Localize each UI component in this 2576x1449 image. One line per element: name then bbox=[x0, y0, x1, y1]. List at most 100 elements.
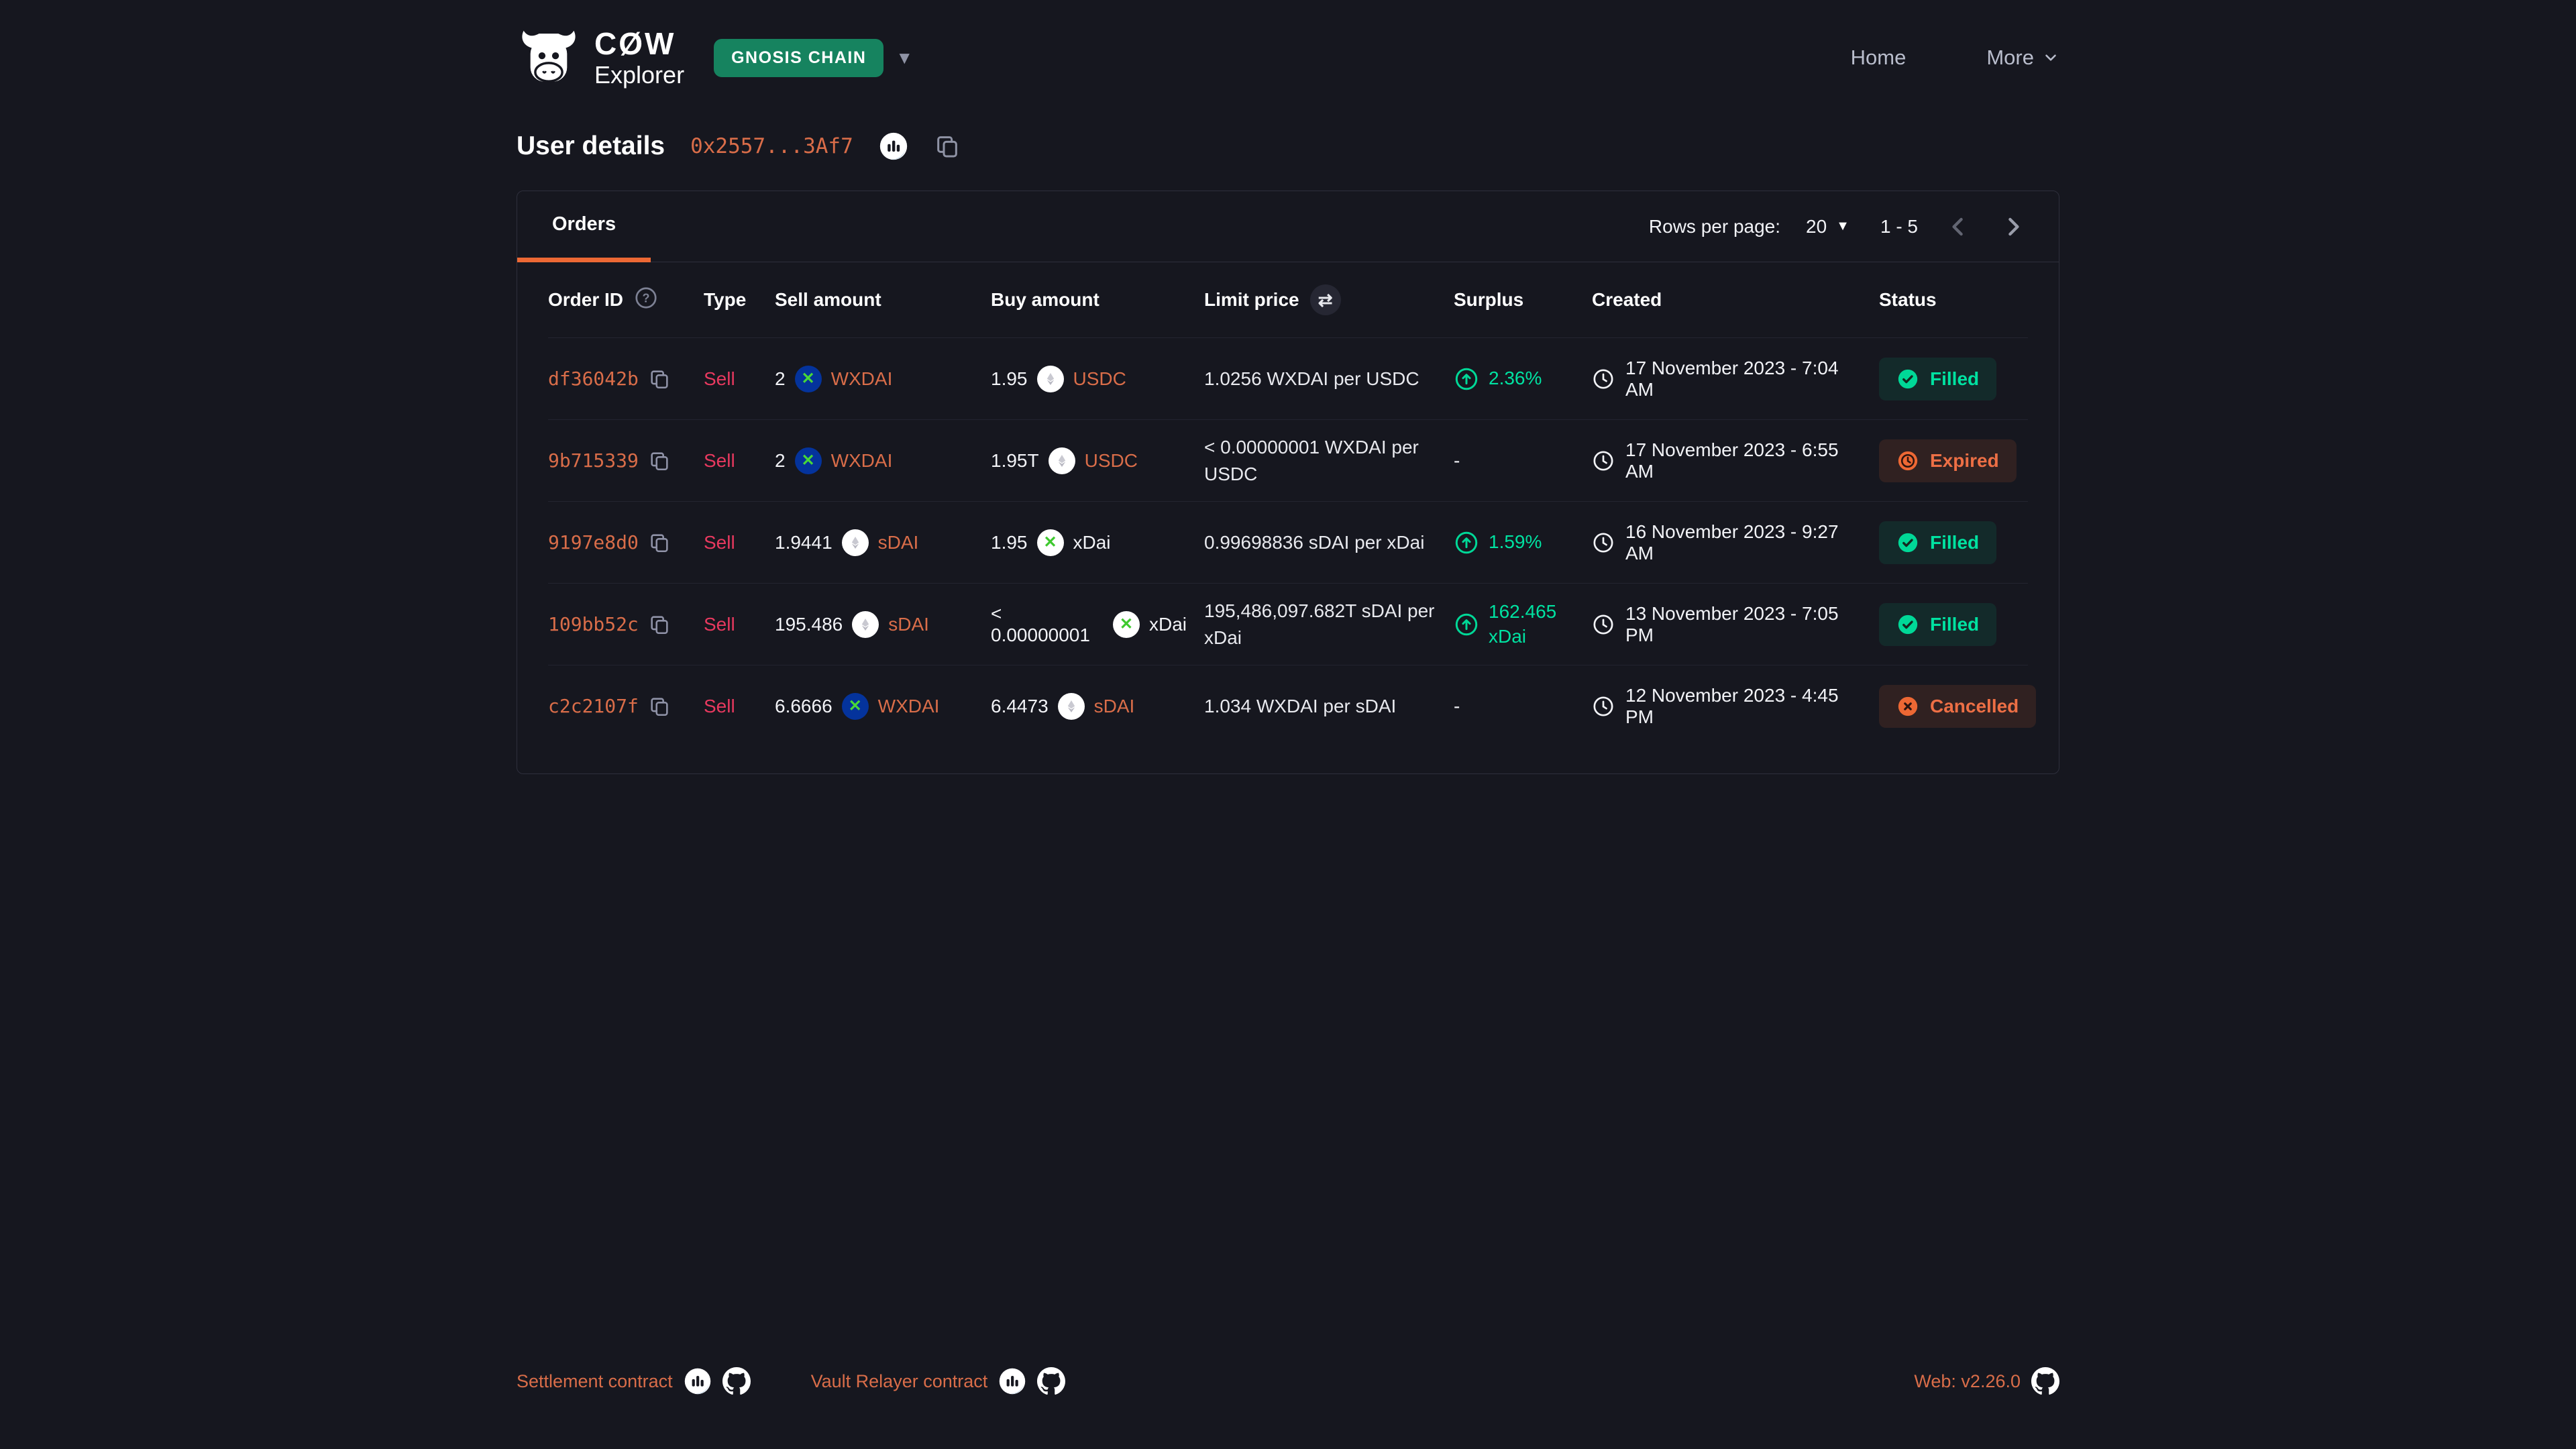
order-id-link[interactable]: df36042b bbox=[548, 368, 639, 390]
rows-per-page-label: Rows per page: bbox=[1648, 215, 1781, 237]
buy-token-symbol[interactable]: sDAI bbox=[1093, 695, 1135, 716]
chevron-down-icon bbox=[2045, 54, 2056, 61]
blockscout-icon[interactable] bbox=[684, 1367, 712, 1395]
cow-head-icon bbox=[522, 30, 576, 83]
network-selector-label: GNOSIS CHAIN bbox=[714, 38, 884, 77]
web-version-label[interactable]: Web: v2.26.0 bbox=[1914, 1371, 2021, 1391]
nav-home-link[interactable]: Home bbox=[1851, 46, 1907, 70]
order-type-cell: Sell bbox=[704, 696, 775, 717]
nav-more-menu[interactable]: More bbox=[1986, 46, 2059, 70]
blockscout-explorer-link[interactable] bbox=[879, 131, 908, 161]
surplus-empty: - bbox=[1454, 449, 1460, 471]
copy-order-id-button[interactable] bbox=[648, 531, 671, 554]
status-cell: Filled bbox=[1879, 357, 2028, 400]
buy-amount-cell: 1.95 USDC bbox=[991, 365, 1204, 392]
order-type: Sell bbox=[704, 695, 735, 716]
settlement-contract-label[interactable]: Settlement contract bbox=[517, 1371, 673, 1391]
limit-price-cell: < 0.00000001 WXDAI per USDC bbox=[1204, 434, 1454, 486]
next-page-button[interactable] bbox=[1998, 212, 2028, 241]
user-address[interactable]: 0x2557...3Af7 bbox=[690, 134, 853, 158]
copy-order-id-button[interactable] bbox=[648, 368, 671, 390]
buy-token-symbol[interactable]: USDC bbox=[1084, 449, 1138, 471]
status-badge: Cancelled bbox=[1879, 684, 2037, 728]
buy-amount-value: < 0.00000001 bbox=[991, 602, 1090, 645]
previous-page-button[interactable] bbox=[1943, 212, 1973, 241]
created-date: 12 November 2023 - 4:45 PM bbox=[1625, 684, 1839, 727]
network-selector[interactable]: GNOSIS CHAIN ▼ bbox=[714, 38, 913, 77]
col-type: Type bbox=[704, 289, 747, 310]
cow-explorer-logo[interactable]: CØW Explorer bbox=[517, 27, 684, 89]
order-id-link[interactable]: 109bb52c bbox=[548, 613, 639, 635]
status-badge: Filled bbox=[1879, 521, 1997, 564]
blockscout-icon[interactable] bbox=[998, 1367, 1026, 1395]
blockscout-icon bbox=[879, 132, 907, 160]
pagination-controls: Rows per page: 20 ▼ 1 - 5 bbox=[1649, 191, 2059, 262]
col-order-id: Order ID bbox=[548, 289, 624, 310]
tab-orders[interactable]: Orders bbox=[517, 191, 651, 262]
copy-order-id-button[interactable] bbox=[648, 613, 671, 636]
order-id-link[interactable]: c2c2107f bbox=[548, 695, 639, 717]
sell-token-symbol[interactable]: sDAI bbox=[877, 531, 919, 553]
surplus-cell: - bbox=[1454, 450, 1592, 472]
clock-icon bbox=[1593, 614, 1613, 635]
surplus-cell: - bbox=[1454, 696, 1592, 717]
copy-address-button[interactable] bbox=[934, 133, 961, 160]
sell-token-symbol[interactable]: WXDAI bbox=[877, 695, 940, 716]
surplus-value: 162.465 xDai bbox=[1454, 600, 1574, 649]
surplus-cell: 162.465 xDai bbox=[1454, 600, 1592, 649]
x-circle-icon bbox=[1898, 696, 1918, 716]
top-bar: CØW Explorer GNOSIS CHAIN ▼ Home More bbox=[517, 0, 2059, 115]
help-icon[interactable]: ? bbox=[634, 286, 658, 315]
rows-per-page-value: 20 bbox=[1806, 215, 1827, 237]
main-content: User details 0x2557...3Af7 Orders Rows p… bbox=[517, 115, 2059, 774]
limit-price-value: 1.034 WXDAI per sDAI bbox=[1204, 695, 1397, 716]
sell-amount-cell: 195.486 sDAI bbox=[775, 610, 991, 638]
vault-relayer-contract-link: Vault Relayer contract bbox=[811, 1367, 1066, 1395]
col-created: Created bbox=[1592, 289, 1662, 310]
github-icon[interactable] bbox=[2031, 1367, 2059, 1395]
col-sell-amount: Sell amount bbox=[775, 289, 881, 310]
generic-token-icon bbox=[1048, 447, 1075, 474]
sell-amount-value: 195.486 bbox=[775, 613, 843, 635]
orders-panel: Orders Rows per page: 20 ▼ 1 - 5 bbox=[517, 191, 2059, 774]
created-cell: 13 November 2023 - 7:05 PM bbox=[1592, 603, 1879, 646]
copy-icon bbox=[651, 615, 668, 634]
table-row: 109bb52c Sell 195.486 sDAI < 0.00000001 … bbox=[548, 583, 2028, 665]
sell-token-symbol[interactable]: sDAI bbox=[888, 613, 929, 635]
buy-amount-cell: 6.4473 sDAI bbox=[991, 692, 1204, 720]
order-id-link[interactable]: 9b715339 bbox=[548, 449, 639, 472]
buy-amount-value: 6.4473 bbox=[991, 695, 1049, 716]
sell-token-symbol[interactable]: WXDAI bbox=[830, 449, 893, 471]
table-row: 9b715339 Sell 2 ✕ WXDAI 1.95T USDC < 0.0… bbox=[548, 419, 2028, 501]
wxdai-token-icon: ✕ bbox=[794, 365, 822, 392]
github-icon[interactable] bbox=[722, 1367, 751, 1395]
sell-amount-cell: 1.9441 sDAI bbox=[775, 529, 991, 556]
col-surplus: Surplus bbox=[1454, 289, 1524, 310]
buy-token-symbol[interactable]: USDC bbox=[1073, 368, 1126, 389]
buy-amount-cell: 1.95 ✕ xDai bbox=[991, 529, 1204, 556]
xdai-token-icon: ✕ bbox=[1036, 529, 1064, 556]
generic-token-icon bbox=[841, 529, 869, 556]
status-badge: Expired bbox=[1879, 439, 2017, 482]
wxdai-token-icon: ✕ bbox=[841, 692, 869, 720]
surplus-cell: 1.59% bbox=[1454, 530, 1592, 555]
clock-icon bbox=[1593, 368, 1613, 389]
surplus-value: 2.36% bbox=[1454, 366, 1542, 392]
sell-token-symbol[interactable]: WXDAI bbox=[830, 368, 893, 389]
status-badge: Filled bbox=[1879, 602, 1997, 646]
brand-wordmark: CØW bbox=[594, 26, 676, 61]
rows-per-page-select[interactable]: 20 ▼ bbox=[1806, 216, 1849, 237]
limit-price-cell: 195,486,097.682T sDAI per xDai bbox=[1204, 598, 1454, 650]
page-title: User details bbox=[517, 131, 665, 160]
order-id-cell: 9197e8d0 bbox=[548, 531, 704, 554]
clock-icon bbox=[1593, 450, 1613, 471]
order-id-link[interactable]: 9197e8d0 bbox=[548, 531, 639, 553]
copy-order-id-button[interactable] bbox=[648, 695, 671, 718]
invert-price-icon[interactable]: ⇄ bbox=[1309, 284, 1341, 315]
table-row: 9197e8d0 Sell 1.9441 sDAI 1.95 ✕ xDai 0.… bbox=[548, 501, 2028, 583]
copy-order-id-button[interactable] bbox=[648, 449, 671, 472]
created-date: 17 November 2023 - 6:55 AM bbox=[1625, 439, 1839, 482]
vault-relayer-contract-label[interactable]: Vault Relayer contract bbox=[810, 1371, 988, 1391]
chevron-left-icon bbox=[1952, 217, 1963, 235]
github-icon[interactable] bbox=[1037, 1367, 1066, 1395]
